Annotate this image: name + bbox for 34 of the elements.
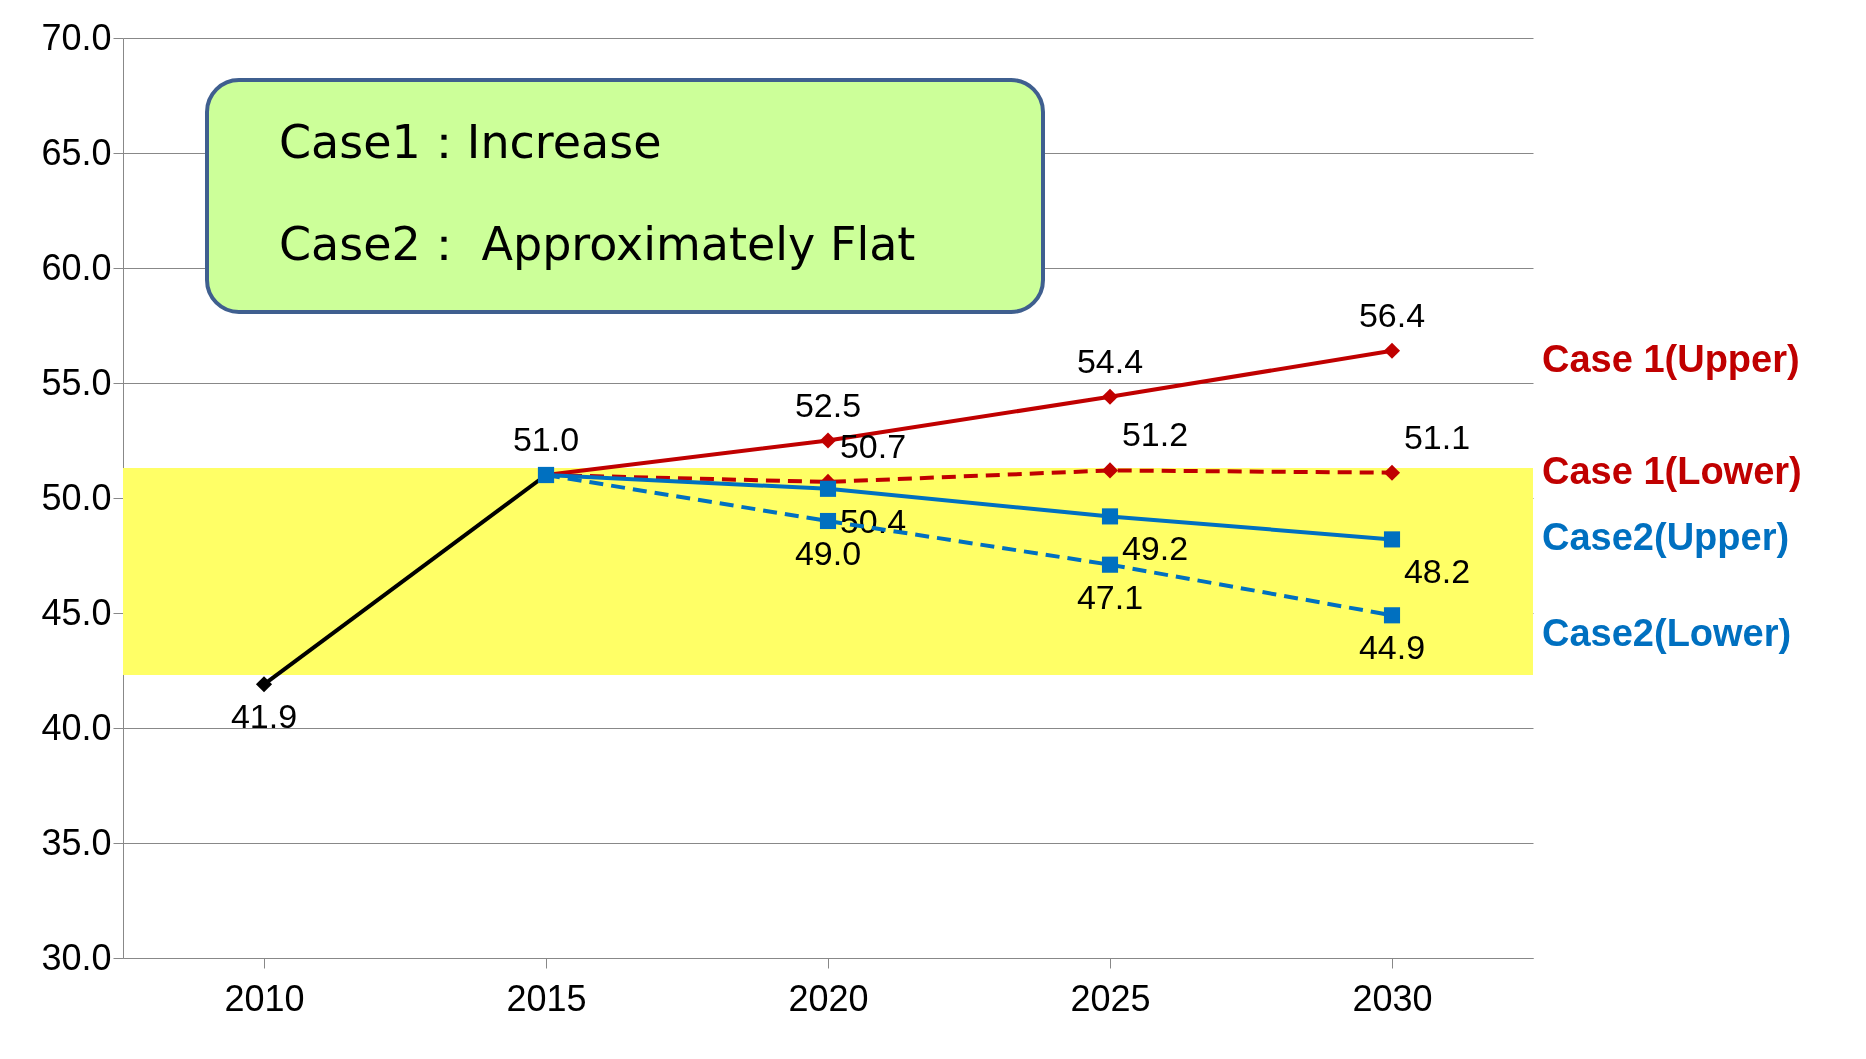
data-label: 49.0 (794, 534, 862, 572)
data-label: 51.0 (512, 420, 580, 458)
data-label: 56.4 (1358, 295, 1426, 334)
y-tick-label: 30.0 (41, 936, 112, 978)
x-tick-label: 2010 (224, 977, 305, 1019)
annotation: Case2： Approximately Flat (279, 216, 917, 273)
data-label: 54.4 (1076, 341, 1144, 380)
y-tick-label: 40.0 (41, 706, 112, 748)
y-tick-label: 35.0 (41, 821, 112, 863)
data-label: 49.2 (1121, 529, 1189, 568)
annotation: Case1：Increase (279, 114, 663, 171)
text: Case 1(Upper) (1542, 337, 1800, 380)
text-box: Case1：Increase Case2： Approximately Flat (205, 78, 1045, 314)
data-label: 51.2 (1121, 415, 1189, 454)
x-tick-label: 2030 (1352, 977, 1433, 1019)
data-label: 50.7 (839, 426, 907, 465)
data-label: 48.2 (1403, 552, 1471, 591)
y-tick-label: 45.0 (41, 591, 112, 633)
data-label: 52.5 (794, 385, 862, 424)
x-tick-label: 2015 (506, 977, 587, 1019)
x-tick-label: 2020 (788, 977, 869, 1019)
text: Case2(Upper) (1542, 516, 1790, 559)
data-label: 44.9 (1358, 628, 1426, 667)
x-tick-label: 2025 (1070, 977, 1151, 1019)
text: Case 1(Lower) (1542, 449, 1802, 492)
y-tick-label: 70.0 (41, 16, 112, 58)
data-label: 47.1 (1076, 577, 1144, 616)
y-tick-label: 55.0 (41, 361, 112, 403)
y-tick-label: 60.0 (41, 246, 112, 288)
data-label: 41.9 (230, 697, 298, 736)
y-tick-label: 65.0 (41, 131, 112, 173)
data-label: 51.1 (1403, 417, 1471, 456)
y-tick-label: 50.0 (41, 476, 112, 518)
text: Case2(Lower) (1542, 612, 1792, 655)
